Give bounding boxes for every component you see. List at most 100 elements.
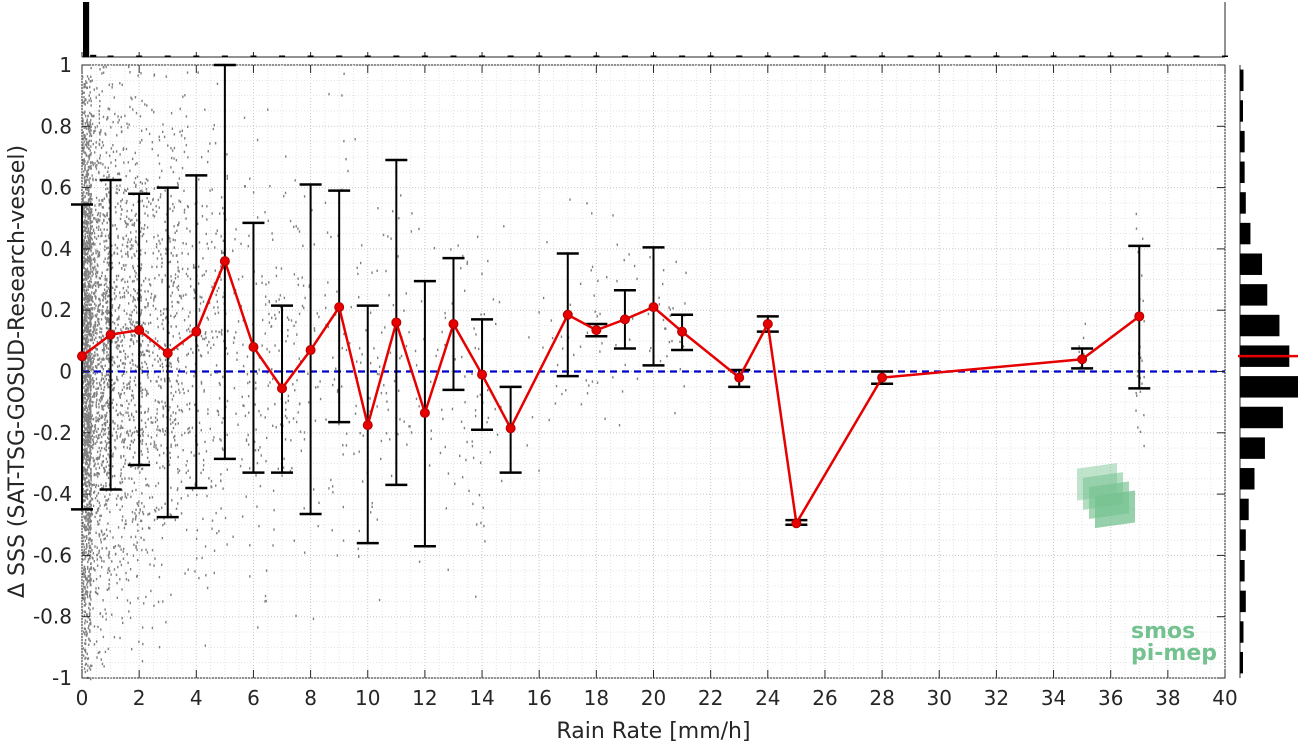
scatter-point [649, 256, 651, 259]
scatter-point [137, 298, 139, 301]
scatter-point [126, 446, 129, 449]
scatter-point [96, 393, 98, 396]
scatter-point [117, 336, 119, 340]
scatter-point [88, 505, 91, 509]
scatter-point [90, 66, 92, 70]
scatter-point [216, 531, 218, 535]
scatter-point [153, 440, 156, 444]
scatter-point [112, 224, 114, 227]
scatter-point [141, 371, 143, 375]
scatter-point [128, 402, 130, 406]
scatter-point [118, 261, 121, 265]
scatter-point [235, 228, 237, 231]
scatter-point [120, 468, 122, 471]
scatter-point [83, 545, 85, 549]
scatter-point [129, 247, 132, 251]
scatter-point [147, 410, 149, 413]
scatter-point [298, 230, 301, 233]
scatter-point [88, 538, 90, 542]
scatter-point [332, 383, 334, 387]
scatter-point [561, 347, 564, 350]
scatter-point [115, 295, 117, 298]
scatter-point [84, 570, 87, 573]
mean-point [77, 351, 87, 362]
scatter-point [89, 79, 91, 83]
scatter-point [84, 345, 86, 349]
scatter-point [192, 263, 195, 267]
scatter-point [278, 298, 280, 301]
scatter-point [115, 274, 118, 278]
scatter-point [150, 416, 152, 419]
scatter-point [111, 306, 114, 309]
scatter-point [158, 162, 161, 165]
scatter-point [118, 306, 120, 309]
scatter-point [87, 420, 89, 423]
scatter-point [91, 286, 94, 289]
scatter-point [192, 351, 194, 354]
scatter-point [142, 353, 145, 357]
scatter-point [83, 585, 85, 589]
scatter-point [237, 278, 240, 281]
scatter-point [131, 358, 133, 362]
scatter-point [130, 367, 132, 370]
top-histogram-bar [621, 55, 628, 57]
scatter-point [87, 214, 89, 218]
scatter-point [83, 102, 85, 105]
scatter-point [144, 305, 146, 309]
scatter-point [85, 293, 87, 296]
scatter-point [95, 577, 98, 581]
scatter-point [204, 545, 207, 548]
scatter-point [538, 469, 540, 472]
scatter-point [124, 221, 127, 225]
scatter-point [82, 487, 85, 491]
scatter-point [267, 384, 270, 387]
scatter-point [103, 422, 105, 426]
scatter-point [152, 198, 154, 202]
scatter-point [90, 210, 93, 214]
scatter-point [108, 385, 110, 389]
scatter-point [283, 296, 286, 300]
scatter-point [198, 452, 200, 455]
scatter-point [174, 434, 176, 438]
scatter-point [147, 290, 149, 293]
scatter-point [211, 519, 214, 522]
scatter-point [189, 311, 191, 314]
top-histogram-bar [1136, 55, 1143, 57]
scatter-point [85, 153, 88, 157]
scatter-point [153, 298, 155, 301]
scatter-point [132, 203, 135, 207]
scatter-point [126, 399, 128, 403]
scatter-point [500, 479, 503, 483]
scatter-point [227, 329, 229, 333]
scatter-point [139, 350, 141, 354]
x-tick-label: 8 [304, 686, 317, 710]
scatter-point [85, 458, 87, 462]
scatter-point [92, 366, 94, 369]
scatter-point [350, 305, 352, 309]
scatter-point [83, 376, 85, 379]
scatter-point [128, 382, 131, 386]
scatter-point [85, 343, 87, 347]
scatter-point [115, 409, 117, 412]
scatter-point [129, 294, 132, 297]
scatter-point [90, 212, 92, 216]
scatter-point [125, 522, 127, 526]
mean-point [734, 372, 745, 383]
scatter-point [222, 417, 224, 420]
scatter-point [91, 556, 93, 559]
scatter-point [385, 392, 388, 395]
scatter-point [336, 290, 338, 293]
scatter-point [86, 429, 89, 433]
x-tick-label: 26 [812, 686, 837, 710]
scatter-point [89, 461, 91, 465]
scatter-point [171, 127, 174, 130]
scatter-point [136, 558, 139, 562]
scatter-point [117, 526, 120, 529]
scatter-point [92, 456, 94, 460]
scatter-point [105, 344, 108, 347]
scatter-point [241, 458, 243, 461]
scatter-point [90, 425, 92, 429]
scatter-point [177, 266, 179, 269]
scatter-point [89, 590, 92, 594]
scatter-point [86, 669, 89, 672]
